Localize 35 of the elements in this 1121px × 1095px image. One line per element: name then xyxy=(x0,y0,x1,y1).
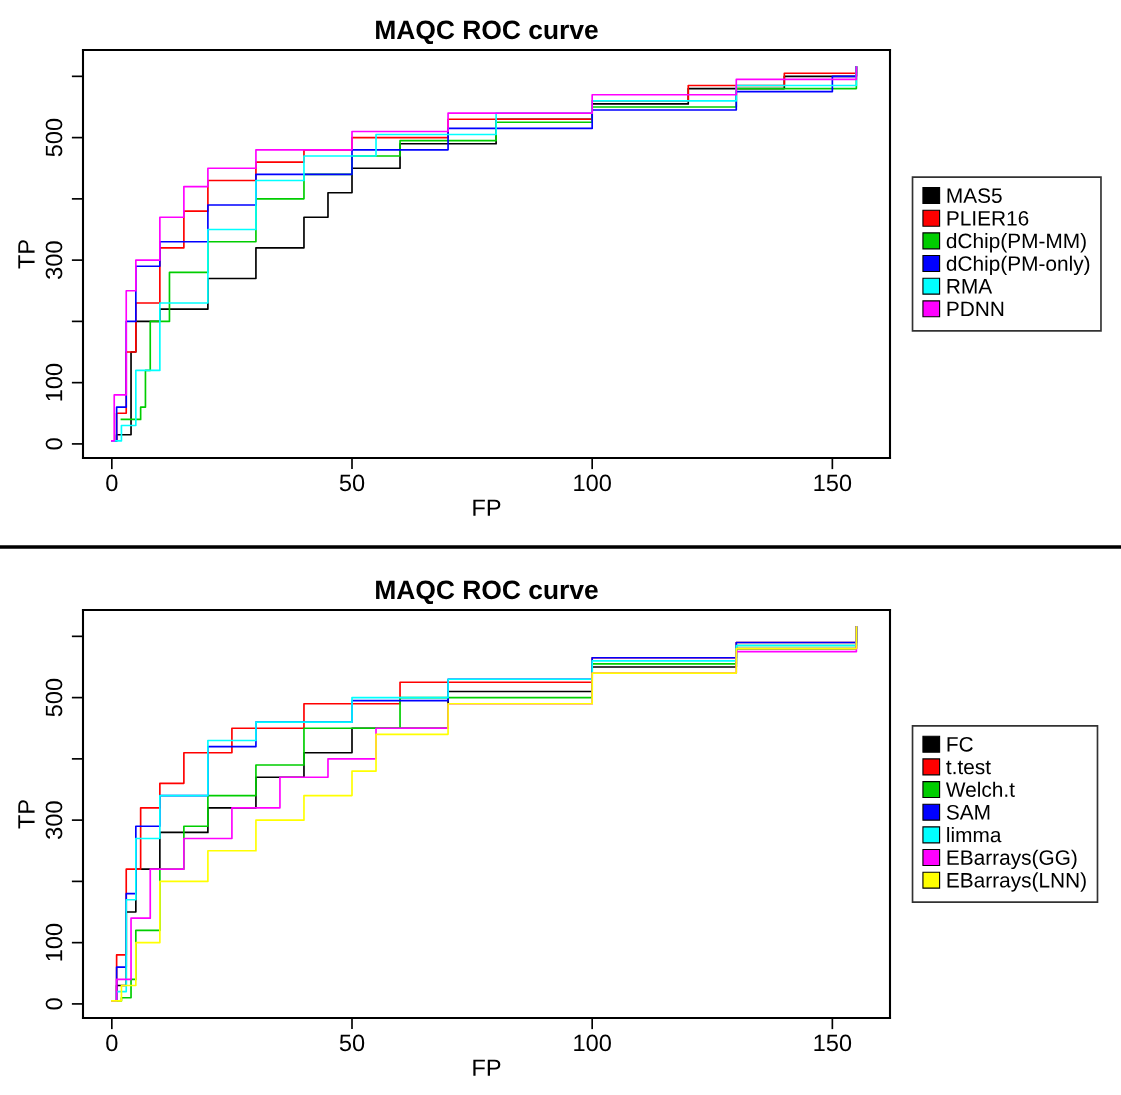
legend-label: FC xyxy=(947,736,973,752)
x-axis-title: FP xyxy=(473,499,501,516)
chart-title: MAQC ROC curve xyxy=(376,580,598,605)
legend-label: dChip(PM-MM) xyxy=(946,233,1086,253)
legend-label: PDNN xyxy=(947,301,1004,317)
y-tick-label: 0 xyxy=(45,998,63,1010)
y-tick-label: 0 xyxy=(45,438,63,450)
x-tick-label: 50 xyxy=(339,1034,365,1052)
y-tick-label: 300 xyxy=(45,801,63,839)
legend-label: limma xyxy=(947,827,1002,843)
x-tick-label: 150 xyxy=(814,1034,852,1052)
legend-label: t.test xyxy=(946,760,991,775)
legend-label: dChip(PM-only) xyxy=(946,255,1090,276)
legend-label: EBarrays(LNN) xyxy=(947,872,1086,892)
y-axis-title: TP xyxy=(18,240,35,269)
legend-label: MAS5 xyxy=(947,188,1002,204)
x-tick-label: 100 xyxy=(574,474,611,492)
y-axis-title: TP xyxy=(18,800,35,829)
legend-label: EBarrays(GG) xyxy=(947,849,1077,870)
x-tick-label: 150 xyxy=(814,474,852,492)
legend-label: PLIER16 xyxy=(947,210,1029,226)
x-tick-label: 100 xyxy=(574,1034,611,1052)
y-tick-label: 100 xyxy=(45,363,63,401)
y-tick-label: 500 xyxy=(45,118,63,157)
y-tick-label: 300 xyxy=(45,241,63,279)
legend-label: SAM xyxy=(946,804,990,820)
x-axis-title: FP xyxy=(473,1059,501,1076)
chart-title: MAQC ROC curve xyxy=(376,20,598,45)
y-tick-label: 500 xyxy=(45,678,63,717)
y-tick-label: 100 xyxy=(45,923,63,961)
x-tick-label: 0 xyxy=(106,1034,118,1052)
x-tick-label: 0 xyxy=(106,474,118,492)
legend-label: Welch.t xyxy=(945,781,1015,797)
x-tick-label: 50 xyxy=(339,474,365,492)
legend-label: RMA xyxy=(947,279,993,294)
